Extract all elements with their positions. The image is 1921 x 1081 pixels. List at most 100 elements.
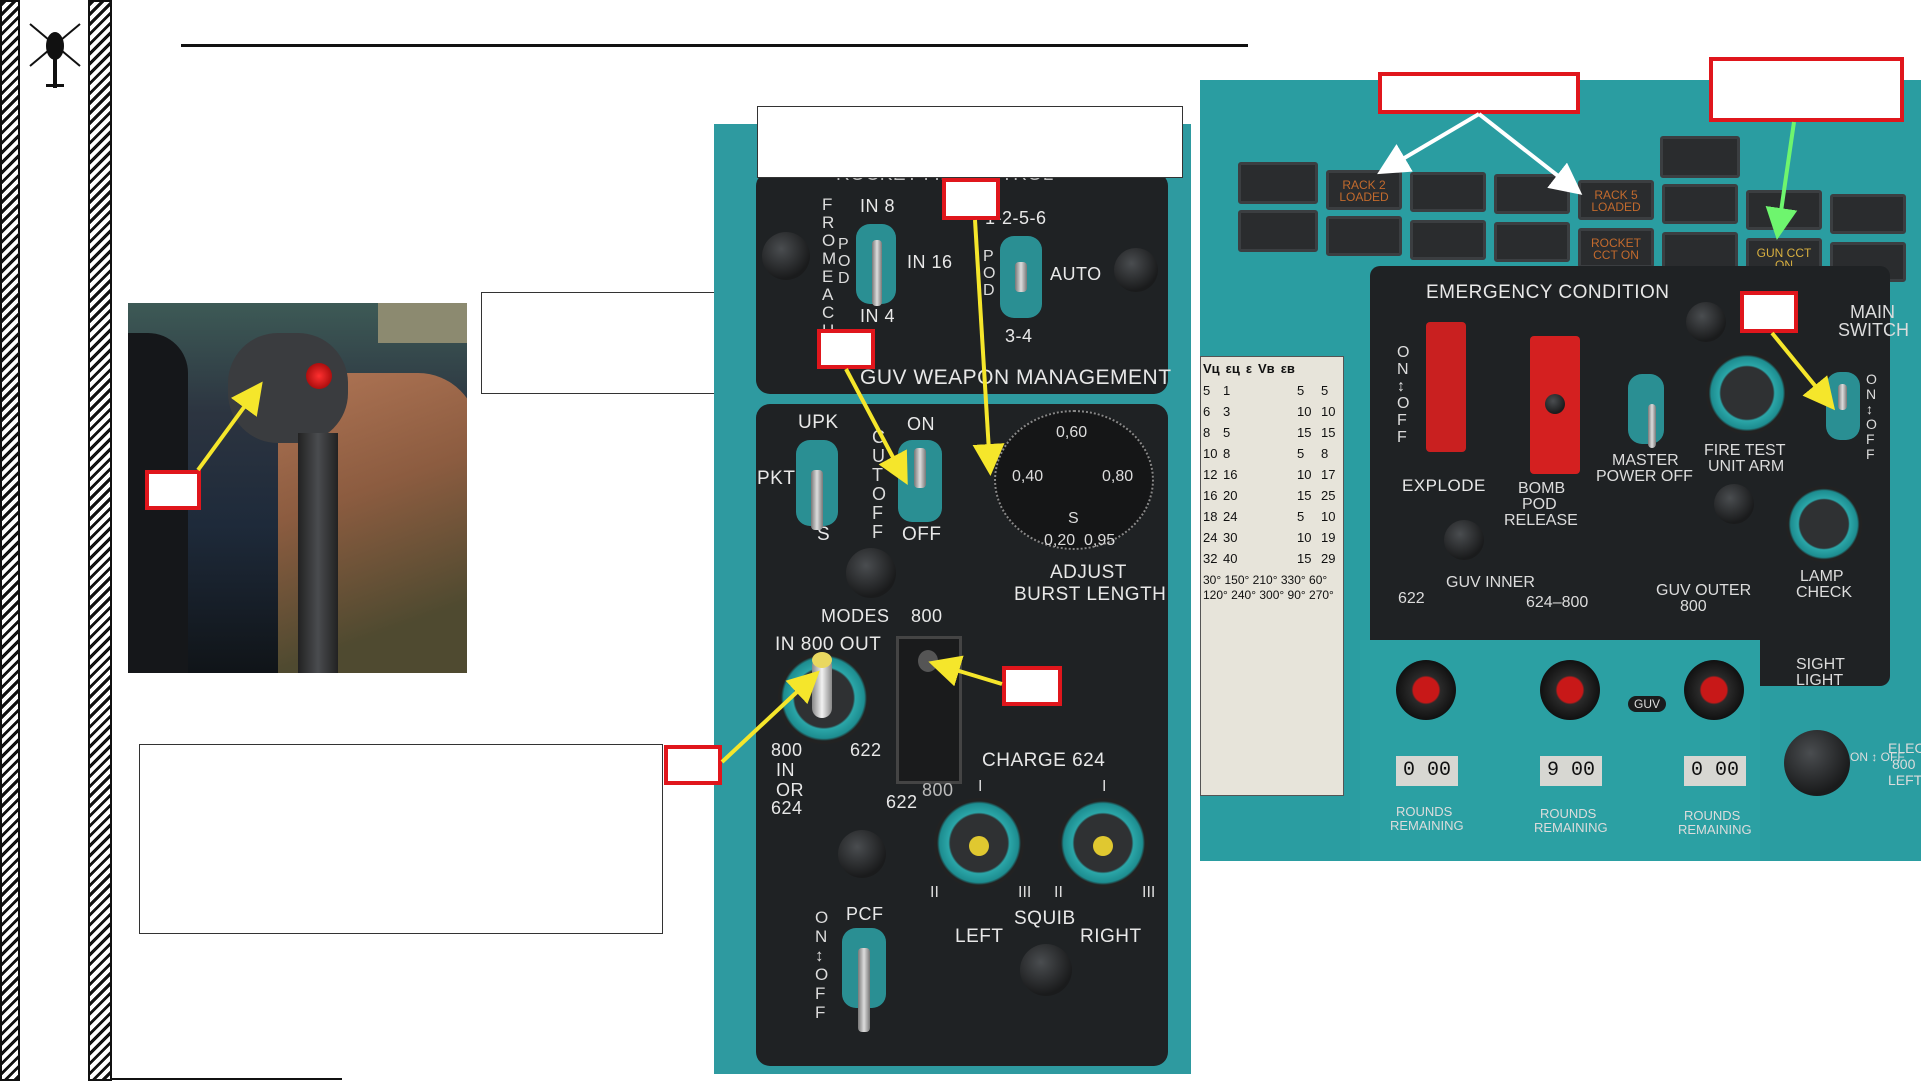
table-row: 6 3 10 10 — [1203, 404, 1336, 419]
guv-on-label: ON — [907, 414, 935, 434]
cut-off-lever[interactable] — [914, 448, 926, 488]
counter-knob-3 — [1684, 660, 1744, 720]
weapon-control-panel — [714, 124, 1191, 1074]
rounds-counter-1: 0 00 — [1396, 756, 1458, 786]
pod-label: POD — [1522, 496, 1557, 513]
rocket-pod-lever[interactable] — [1015, 262, 1027, 292]
counter-knob-1 — [1396, 660, 1456, 720]
fire-test-button[interactable] — [1706, 352, 1788, 434]
arrow-stick — [196, 381, 263, 472]
modes-622-label: 622 — [850, 740, 882, 760]
stick-shaft — [298, 433, 338, 673]
table-row: 12 16 10 17 — [1203, 467, 1336, 482]
th-ev: εв — [1280, 361, 1295, 376]
lamp-2-4 — [1494, 222, 1570, 262]
elec-left-label: LEFT — [1888, 772, 1921, 788]
pcf-lever[interactable] — [858, 948, 870, 1032]
guv-screw-bottom — [1020, 944, 1072, 996]
title-rule — [181, 44, 1248, 47]
charge-right-cap — [1093, 836, 1113, 856]
callout-box-lamps — [1378, 72, 1580, 114]
master-power-toggle[interactable] — [1628, 374, 1664, 444]
dial-060: 0,60 — [1056, 424, 1088, 441]
sel-1256-label: 1-2-5-6 — [985, 208, 1047, 228]
v624-800-label: 624–800 — [1526, 594, 1589, 611]
charge-left-iii: III — [1018, 884, 1032, 901]
left-label: LEFT — [955, 926, 1004, 947]
table-row: 10 8 5 8 — [1203, 446, 1329, 461]
marker-center-top — [942, 178, 1000, 220]
rocket-mode-lever[interactable] — [872, 240, 882, 306]
charge-left-ii: II — [930, 884, 939, 901]
guard-800-label: 800 — [922, 780, 954, 800]
arrow-lamps-right — [1477, 112, 1583, 195]
charge-right-ii: II — [1054, 884, 1063, 901]
right-screw-3 — [1686, 302, 1726, 342]
in-or-label: IN OR — [776, 760, 804, 800]
lamp-check-button[interactable] — [1786, 486, 1862, 562]
arrow-guard — [928, 655, 1003, 687]
charge-left-i: I — [978, 778, 983, 795]
power-off-label: POWER OFF — [1596, 468, 1693, 485]
modes-label: MODES — [821, 606, 890, 626]
master-power-lever[interactable] — [1648, 404, 1656, 448]
in8-label: IN 8 — [860, 196, 896, 216]
rounds-counter-3: 0 00 — [1684, 756, 1746, 786]
burst-length-label: BURST LENGTH — [1014, 584, 1167, 605]
dial-095: 0,95 — [1084, 532, 1116, 549]
check-label: CHECK — [1796, 584, 1853, 601]
pcf-on-off-label: ON↕OFF — [815, 908, 829, 1022]
sidebar-hatch-left — [0, 0, 20, 1081]
emergency-title: EMERGENCY CONDITION — [1426, 282, 1670, 303]
marker-main-switch — [1740, 291, 1798, 333]
counter-knob-2 — [1540, 660, 1600, 720]
table-row: 32 40 15 29 — [1203, 551, 1336, 566]
explode-switch-cover[interactable] — [1426, 322, 1466, 452]
charge-right-iii: III — [1142, 884, 1156, 901]
guv-tag: GUV — [1628, 696, 1667, 712]
right-screw-2 — [1714, 484, 1754, 524]
elec-800-label: 800 — [1892, 756, 1916, 772]
right-screw-1 — [1444, 520, 1484, 560]
rocket-screw-left — [762, 232, 810, 280]
table-row: 18 24 5 10 — [1203, 509, 1336, 524]
upk-pkt-lever[interactable] — [811, 470, 823, 530]
arrow-center-top — [972, 219, 1005, 476]
guv-inner-label: GUV INNER — [1446, 574, 1535, 591]
charge-left-cap — [969, 836, 989, 856]
rounds-label-1: ROUNDS — [1396, 804, 1453, 819]
arrow-main-switch — [1770, 331, 1836, 411]
burst-length-dial[interactable] — [994, 410, 1154, 550]
table-row: 16 20 15 25 — [1203, 488, 1336, 503]
dial-020: 0,20 — [1044, 532, 1076, 549]
bomb-pod-knob — [1545, 394, 1565, 414]
guv-off-label: OFF — [902, 524, 942, 545]
bottom-rule — [112, 1078, 342, 1080]
bomb-label: BOMB — [1518, 480, 1566, 497]
arrow-modes — [720, 670, 820, 764]
th-ec: εц — [1225, 361, 1240, 376]
lamp-label: LAMP — [1800, 568, 1844, 585]
lamp-1-3 — [1410, 172, 1486, 212]
in4-label: IN 4 — [860, 306, 896, 326]
remaining-label-2: REMAINING — [1534, 820, 1608, 835]
v800-label: 800 — [1680, 598, 1707, 615]
rounds-label-3: ROUNDS — [1684, 808, 1741, 823]
marker-guard-switch — [1002, 666, 1062, 706]
emergency-on-off-label: ON↕OFF — [1397, 344, 1410, 446]
main-switch-lever[interactable] — [1838, 384, 1847, 410]
light-label: LIGHT — [1796, 672, 1844, 689]
elec-rotary[interactable] — [1784, 730, 1850, 796]
pkt-label: PKT — [757, 468, 796, 489]
modes-624-label: 624 — [771, 798, 803, 818]
remaining-label-1: REMAINING — [1390, 818, 1464, 833]
lamp-1-6 — [1662, 184, 1738, 224]
arrow-gun-lamp — [1765, 121, 1798, 240]
remaining-label-3: REMAINING — [1678, 822, 1752, 837]
th-vc: Vц — [1203, 361, 1220, 376]
callout-box-gun-lamp — [1709, 57, 1904, 122]
lamp-2-1 — [1238, 210, 1318, 252]
callout-box-center-top — [757, 106, 1183, 178]
marker-modes — [664, 745, 722, 785]
